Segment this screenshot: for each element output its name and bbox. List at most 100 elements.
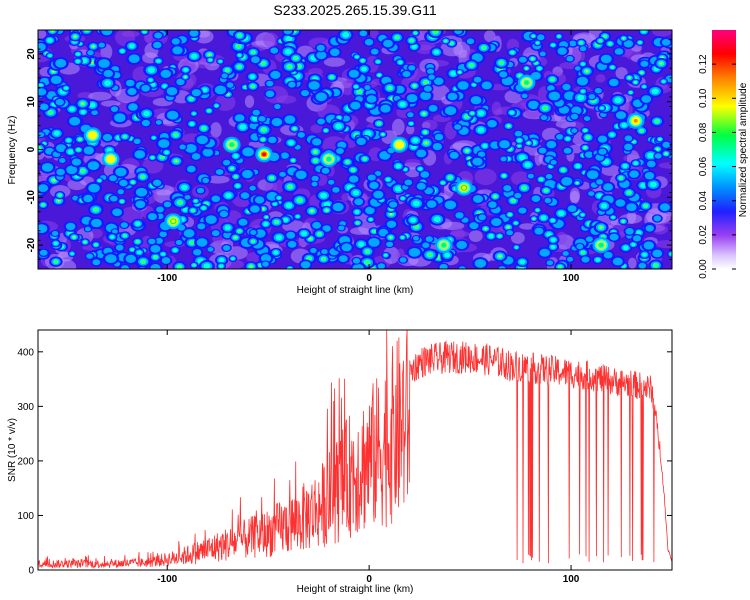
heatmap-blob-ring [456, 240, 468, 250]
heatmap-blob [636, 261, 648, 269]
heatmap-blob [43, 35, 57, 46]
heatmap-blob-ring [123, 135, 127, 138]
heatmap-blob-ring [594, 88, 602, 94]
heatmap-blob-ring [551, 43, 556, 47]
heatmap-blob [79, 30, 94, 36]
heatmap-cell [88, 91, 112, 101]
heatmap-blob-ring [536, 34, 545, 41]
heatmap-blob-ring [414, 32, 417, 34]
heatmap-blob [228, 255, 238, 262]
heatmap-blob [174, 238, 184, 247]
heatmap-blob-ring [250, 265, 252, 268]
heatmap-blob-ring [623, 245, 629, 250]
heatmap-blob [53, 97, 66, 107]
heatmap-blob-ring [545, 174, 553, 179]
heatmap-blob-ring [661, 39, 671, 46]
heatmap-blob-ring [308, 81, 320, 90]
heatmap-blob-ring [484, 228, 487, 230]
heatmap-blob-ring [597, 135, 608, 143]
heatmap-blob [493, 56, 510, 69]
heatmap-blob-ring [218, 257, 225, 263]
heatmap-cell [569, 187, 580, 203]
heatmap-blob-ring [152, 179, 162, 187]
heatmap-blob [214, 167, 226, 177]
heatmap-blob [170, 44, 185, 57]
heatmap-blob [630, 159, 641, 168]
heatmap-hotspot-ring [171, 219, 176, 223]
heatmap-hotspot [626, 112, 645, 129]
heatmap-blob-ring [73, 236, 75, 238]
heatmap-blob [54, 167, 67, 177]
heatmap-blob-ring [143, 30, 146, 33]
heatmap-blob [112, 165, 129, 179]
heatmap-blob [80, 238, 90, 246]
heatmap-blob [545, 74, 559, 85]
heatmap-blob [164, 85, 180, 98]
heatmap-blob-ring [136, 250, 142, 255]
heatmap-blob [262, 213, 271, 221]
heatmap-cell [422, 119, 438, 131]
heatmap-blob-ring [161, 252, 166, 256]
heatmap-blob-ring [609, 132, 615, 137]
heatmap-blob [203, 213, 220, 226]
heatmap-cell [511, 232, 525, 244]
heatmap-blob-ring [203, 263, 211, 269]
heatmap-blob-ring [39, 249, 48, 256]
heatmap-blob [619, 161, 632, 171]
heatmap-blob-ring [186, 165, 196, 173]
heatmap-blob-ring [361, 59, 364, 62]
heatmap-blob-ring [370, 48, 379, 55]
heatmap-blob [532, 226, 546, 237]
heatmap-blob [544, 172, 554, 181]
heatmap-blob [85, 49, 96, 57]
y-tick-label: 0 [26, 146, 37, 152]
heatmap-blob-ring [69, 106, 75, 112]
heatmap-blob [472, 75, 484, 84]
heatmap-blob-ring [132, 181, 134, 183]
heatmap-blob [248, 184, 258, 192]
heatmap-blob-ring [251, 240, 255, 243]
heatmap-blob [654, 58, 669, 69]
heatmap-blob [248, 203, 262, 215]
heatmap-blob [341, 157, 354, 167]
colorbar-tick-label: 0.12 [698, 54, 709, 74]
heatmap-blob [660, 149, 672, 158]
heatmap-blob [139, 30, 150, 36]
heatmap-blob [496, 138, 513, 151]
heatmap-blob [110, 206, 125, 218]
heatmap-blob-ring [507, 226, 509, 228]
heatmap-blob-ring [300, 261, 311, 269]
heatmap-blob-ring [352, 258, 361, 264]
heatmap-blob [347, 99, 363, 112]
heatmap-blob-ring [184, 195, 191, 200]
heatmap-blob-ring [38, 83, 43, 88]
heatmap-blob-ring [641, 30, 647, 34]
heatmap-blob-ring [191, 209, 195, 212]
heatmap-blob-ring [98, 42, 105, 48]
heatmap-blob-ring [38, 184, 49, 193]
heatmap-blob-ring [172, 248, 178, 253]
heatmap-blob-ring [191, 89, 201, 97]
x-tick-label: -100 [157, 574, 177, 585]
heatmap-blob-ring [631, 242, 636, 247]
heatmap-blob-ring [75, 59, 80, 63]
heatmap-blob [38, 222, 50, 235]
heatmap-blob-ring [266, 80, 274, 87]
heatmap-blob [473, 107, 489, 119]
heatmap-blobs [38, 30, 672, 269]
heatmap-blob-ring [270, 47, 279, 54]
heatmap-blob [504, 210, 515, 219]
heatmap-blob [516, 206, 529, 216]
heatmap-blob [282, 180, 299, 193]
heatmap-blob-ring [86, 253, 94, 259]
heatmap-blob-ring [503, 185, 512, 192]
heatmap-blob [580, 143, 591, 152]
heatmap-blob-ring [185, 144, 197, 153]
heatmap-blob-ring [615, 199, 626, 207]
heatmap-blob-ring [374, 171, 382, 176]
heatmap-blob-ring [112, 208, 122, 217]
heatmap-blob-ring [234, 175, 238, 178]
heatmap-blob-ring [558, 210, 565, 216]
heatmap-blob [639, 93, 654, 105]
heatmap-blob-ring [494, 195, 497, 198]
